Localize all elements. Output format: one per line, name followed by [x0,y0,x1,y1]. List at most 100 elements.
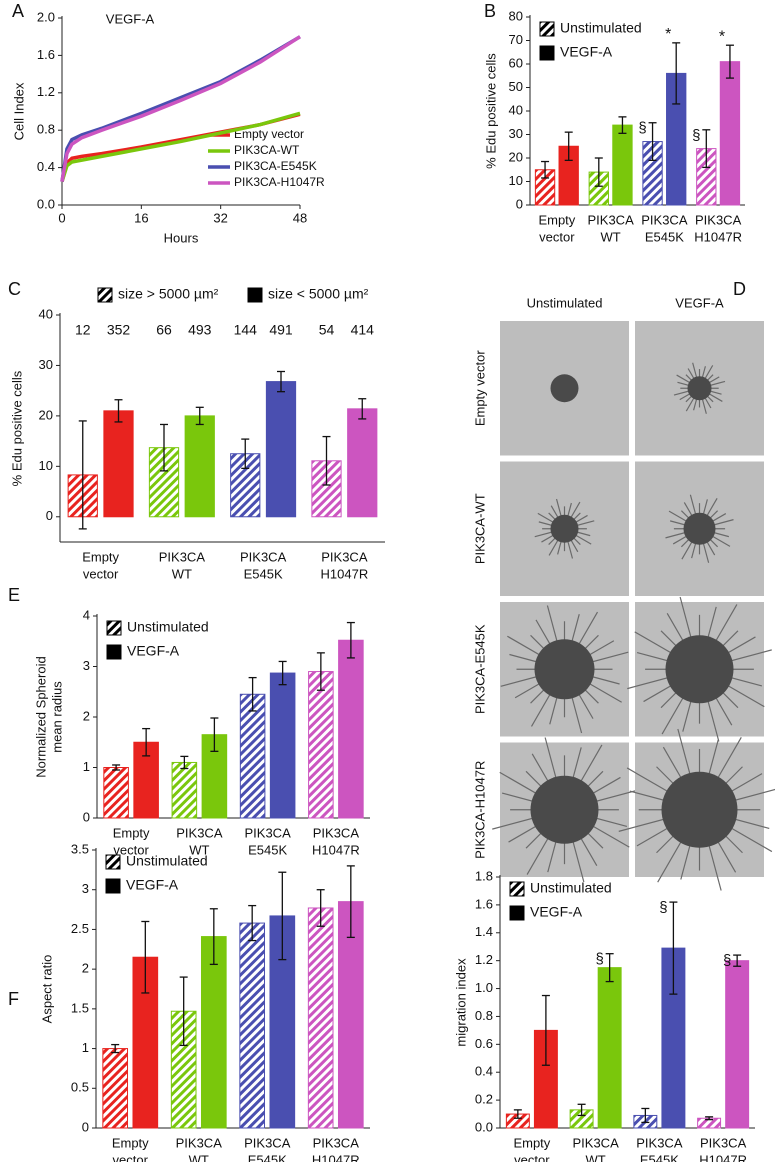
count-label: 144 [234,322,258,338]
y-tick-label: 60 [509,55,523,70]
legend-label: Empty vector [234,127,304,141]
panel-letter: F [8,989,19,1009]
bar [102,1048,129,1129]
x-tick-label: E545K [248,842,287,857]
y-tick-label: 0.4 [37,159,55,174]
legend-swatch [539,45,555,61]
y-tick-label: 50 [509,79,523,94]
bar [347,408,378,518]
y-tick-label: 1.0 [475,980,493,995]
y-tick-label: 40 [509,102,523,117]
x-tick-label: vector [539,229,575,244]
annotation: § [659,899,667,916]
spheroid [683,512,716,545]
x-tick-label: PIK3CA [176,825,223,840]
count-label: 493 [188,322,212,338]
y-tick-label: 0.2 [475,1092,493,1107]
legend-swatch [106,644,122,660]
bar [103,410,134,518]
legend-label: VEGF-A [127,643,180,659]
bar [338,639,364,819]
chart-title: VEGF-A [106,11,155,26]
legend-label: VEGF-A [126,877,179,893]
x-tick-label: PIK3CA [240,549,287,564]
bar [725,960,750,1129]
bar [597,967,622,1129]
y-tick-label: 3 [83,658,90,673]
x-tick-label: H1047R [694,229,742,244]
y-tick-label: 20 [509,149,523,164]
bar [307,907,334,1129]
bar [337,901,364,1129]
x-tick-label: PIK3CA [700,1135,747,1150]
legend-label: Unstimulated [530,880,612,896]
legend-swatch [509,881,525,897]
x-tick-label: PIK3CA [176,1135,223,1150]
y-tick-label: 2.0 [37,9,55,24]
bar [103,767,129,819]
x-axis-title: Hours [164,230,199,245]
x-tick-label: PIK3CA [588,212,635,227]
x-tick-label: vector [113,842,149,857]
column-label: VEGF-A [675,295,724,310]
x-tick-label: E545K [645,229,684,244]
count-label: 12 [75,322,91,338]
legend-label: size > 5000 µm² [118,286,219,302]
x-tick-label: vector [113,1152,149,1162]
bar [184,415,215,518]
panel-letter: D [733,279,746,299]
x-tick-label: PIK3CA [641,212,688,227]
x-tick-label: PIK3CA [159,549,206,564]
y-tick-label: 1.2 [475,952,493,967]
x-tick-label: WT [172,566,192,581]
x-tick-label: E545K [640,1152,679,1162]
y-axis-title: % Edu positive cells [483,53,498,169]
y-tick-label: 20 [39,407,53,422]
x-tick-label: 48 [293,210,307,225]
bar [200,936,227,1129]
y-tick-label: 1 [83,759,90,774]
panel-letter: E [8,585,20,605]
legend-swatch [509,905,525,921]
spheroid [661,771,738,848]
y-tick-label: 2 [83,708,90,723]
y-axis-title: Normalized Spheroid [33,656,48,777]
count-label: 54 [319,322,335,338]
row-label: Empty vector [472,350,487,427]
spheroid [665,635,734,704]
x-tick-label: Empty [82,549,119,564]
y-tick-label: 0 [82,1119,89,1134]
spheroid [530,775,599,844]
y-tick-label: 40 [39,306,53,321]
y-axis-title: Aspect ratio [39,955,54,1024]
y-tick-label: 0.8 [37,122,55,137]
x-tick-label: PIK3CA [313,825,360,840]
y-tick-label: 1.6 [37,47,55,62]
bar [612,124,633,206]
x-tick-label: Empty [113,825,150,840]
legend-label: size < 5000 µm² [268,286,369,302]
x-tick-label: Empty [538,212,575,227]
legend-swatch [247,287,263,303]
x-tick-label: H1047R [312,842,360,857]
y-tick-label: 30 [39,357,53,372]
legend-label: VEGF-A [560,44,613,60]
count-label: 491 [269,322,293,338]
legend-label: PIK3CA-E545K [234,159,317,173]
bar [719,61,741,206]
column-label: Unstimulated [527,295,603,310]
row-label: PIK3CA-WT [472,493,487,564]
bar [239,922,266,1129]
spheroid [550,514,579,543]
y-tick-label: 1 [82,1040,89,1055]
x-tick-label: Empty [513,1135,550,1150]
legend-label: PIK3CA-H1047R [234,175,325,189]
x-tick-label: PIK3CA [636,1135,683,1150]
x-tick-label: WT [189,1152,209,1162]
y-tick-label: 70 [509,32,523,47]
y-tick-label: 0.6 [475,1036,493,1051]
x-tick-label: WT [586,1152,606,1162]
annotation: * [665,26,671,43]
x-tick-label: 0 [58,210,65,225]
annotation: § [692,127,700,144]
